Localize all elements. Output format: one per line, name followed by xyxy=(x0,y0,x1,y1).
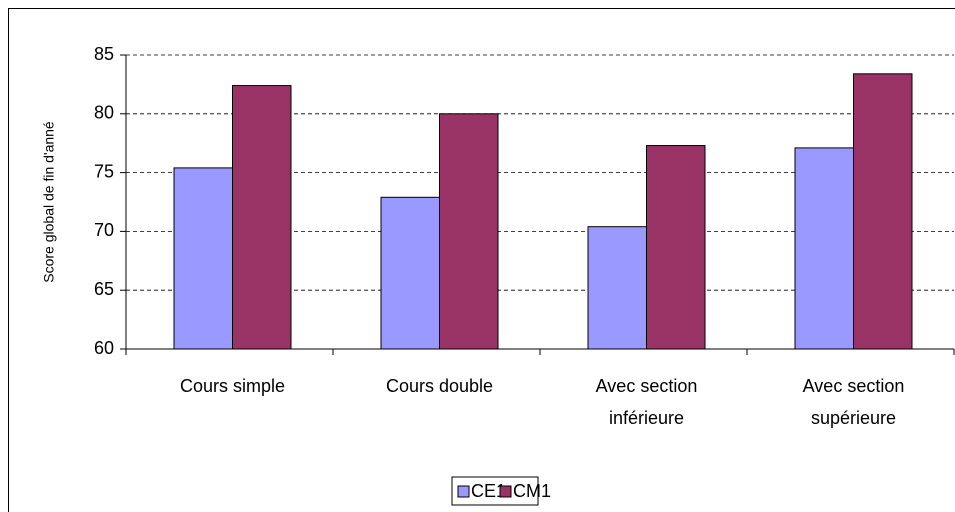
bar xyxy=(173,167,233,350)
y-tick-label: 70 xyxy=(94,220,114,240)
legend-swatch xyxy=(457,485,470,498)
legend-label: CE1 xyxy=(471,481,506,501)
bar xyxy=(232,85,292,350)
y-tick-label: 85 xyxy=(94,44,114,64)
legend-label: CM1 xyxy=(513,481,551,501)
bar xyxy=(587,226,647,350)
bar xyxy=(646,145,706,350)
x-tick-label: Avec section supérieure xyxy=(803,376,905,428)
bar xyxy=(439,113,499,350)
y-tick-label: 80 xyxy=(94,103,114,123)
y-tick-label: 60 xyxy=(94,338,114,358)
x-tick-label: Cours double xyxy=(386,376,493,396)
x-tick-label: Avec section inférieure xyxy=(596,376,698,428)
legend-swatch xyxy=(499,485,512,498)
bar xyxy=(853,73,913,350)
x-tick-label: Cours simple xyxy=(180,376,285,396)
bar xyxy=(380,196,440,350)
y-tick-label: 65 xyxy=(94,279,114,299)
y-tick-label: 75 xyxy=(94,161,114,181)
bar xyxy=(794,147,854,350)
y-axis-label: Score global de fin d'anné xyxy=(41,121,57,283)
